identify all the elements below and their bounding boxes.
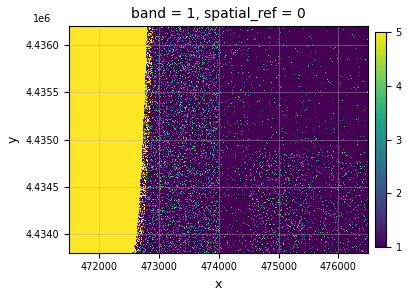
Title: band = 1, spatial_ref = 0: band = 1, spatial_ref = 0 xyxy=(131,7,306,21)
Y-axis label: y: y xyxy=(7,136,20,143)
X-axis label: x: x xyxy=(214,278,222,291)
Text: 1e6: 1e6 xyxy=(33,14,51,24)
